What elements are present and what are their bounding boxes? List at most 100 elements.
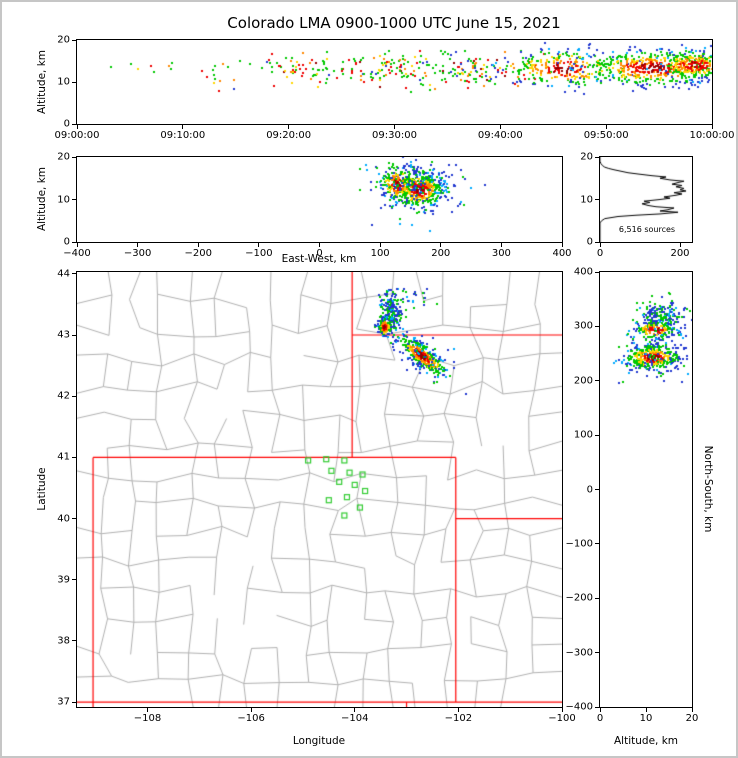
time_height-ytick-label: 0 — [63, 118, 70, 130]
plan_view-ytick-label: 42 — [57, 390, 70, 402]
ns_height-ytick-mark — [595, 380, 599, 382]
time_height-xtick-mark — [711, 125, 713, 129]
ew_height-ytick-mark — [72, 156, 76, 158]
plan_view-xtick-mark — [457, 708, 459, 712]
ew_height-xtick-label: 200 — [431, 248, 451, 259]
plan_view-ytick-mark — [72, 334, 76, 336]
ew_height-xtick-label: −100 — [245, 248, 273, 259]
sources-count-label: 6,516 sources — [618, 225, 676, 234]
ew_height-xtick-mark — [440, 243, 442, 247]
ns_height-ytick-label: −300 — [565, 647, 593, 659]
time_height-xtick-label: 09:20:00 — [266, 130, 312, 141]
alt_histogram-xtick-label: 0 — [596, 248, 604, 259]
time_height-xtick-label: 09:00:00 — [54, 130, 100, 141]
plan_view-xtick-label: −106 — [237, 713, 265, 724]
ns_height-ytick-label: −400 — [565, 701, 593, 713]
plan_view-xtick-label: −108 — [133, 713, 162, 724]
plan_view-xtick-label: −100 — [548, 713, 576, 724]
ew_height-ytick-mark — [72, 199, 76, 200]
time-height-panel — [76, 39, 713, 125]
time_height-xtick-label: 10:00:00 — [689, 130, 735, 141]
plan-view-map-panel — [76, 271, 563, 708]
ns-height-xlabel: Altitude, km — [613, 735, 679, 747]
plan_view-ytick-mark — [72, 518, 76, 520]
plan_view-xtick-label: −102 — [444, 713, 473, 724]
alt_histogram-ytick-mark — [595, 199, 599, 200]
alt_histogram-xtick-mark — [599, 243, 601, 247]
ns-height-ylabel: North-South, km — [702, 445, 714, 533]
plan-view-xlabel: Longitude — [292, 735, 346, 747]
plan_view-ytick-mark — [72, 273, 76, 275]
ns_height-xtick-label: 20 — [685, 713, 699, 724]
ew_height-xtick-mark — [379, 243, 381, 247]
ew_height-xtick-mark — [76, 243, 78, 247]
time_height-xtick-mark — [182, 125, 184, 129]
ns_height-xtick-label: 0 — [596, 713, 604, 724]
ew_height-ytick-mark — [72, 241, 76, 243]
ew_height-xtick-mark — [500, 243, 502, 247]
time_height-xtick-mark — [499, 125, 501, 129]
alt_histogram-ytick-label: 20 — [580, 151, 593, 163]
alt_histogram-ytick-mark — [595, 156, 599, 158]
ns_height-ytick-label: −100 — [565, 538, 593, 550]
ew_height-ytick-label: 0 — [63, 236, 70, 248]
plan_view-ytick-mark — [72, 395, 76, 397]
ns_height-ytick-label: 100 — [573, 429, 593, 441]
time_height-xtick-label: 09:40:00 — [477, 130, 523, 141]
ew_height-xtick-label: −200 — [184, 248, 212, 259]
east-west-height-panel — [76, 156, 563, 243]
plan-view-map-canvas — [77, 272, 562, 707]
ew_height-xtick-label: 400 — [552, 248, 572, 259]
ew_height-xtick-mark — [319, 243, 320, 247]
ns_height-ytick-mark — [595, 325, 599, 327]
altitude-histogram-canvas — [600, 157, 692, 242]
ns_height-ytick-mark — [595, 271, 599, 273]
ns_height-ytick-label: −200 — [565, 592, 593, 604]
ns_height-xtick-mark — [599, 708, 601, 712]
plan_view-ytick-mark — [72, 579, 76, 581]
alt_histogram-xtick-mark — [679, 243, 681, 247]
ew-height-xlabel: East-West, km — [281, 253, 357, 265]
time_height-xtick-mark — [605, 125, 607, 129]
ew_height-xtick-mark — [137, 243, 139, 247]
figure-title: Colorado LMA 0900-1000 UTC June 15, 2021 — [227, 14, 561, 32]
time_height-ytick-mark — [72, 123, 76, 125]
time_height-xtick-mark — [288, 125, 290, 129]
plan_view-ytick-label: 37 — [57, 696, 70, 708]
plan_view-ytick-label: 39 — [57, 574, 70, 586]
plan_view-ytick-mark — [72, 701, 76, 703]
ew_height-ytick-label: 10 — [57, 194, 70, 205]
time_height-xtick-label: 09:30:00 — [372, 130, 417, 141]
ns_height-ytick-mark — [595, 434, 599, 436]
plan_view-xtick-mark — [561, 708, 563, 712]
ns_height-xtick-mark — [691, 708, 693, 712]
time_height-ytick-label: 10 — [57, 76, 70, 88]
ew_height-xtick-label: −300 — [123, 248, 152, 259]
plan_view-ytick-mark — [72, 456, 76, 458]
alt_histogram-xtick-label: 200 — [670, 248, 690, 259]
north-south-height-scatter-canvas — [600, 272, 692, 707]
time_height-xtick-mark — [394, 125, 395, 129]
time-height-ylabel: Altitude, km — [36, 49, 48, 115]
time_height-ytick-mark — [72, 81, 76, 83]
ns_height-ytick-mark — [595, 706, 599, 708]
ew_height-xtick-mark — [561, 243, 563, 247]
plan_view-ytick-label: 38 — [57, 635, 70, 647]
ns_height-ytick-mark — [595, 597, 599, 599]
plan_view-xtick-label: −104 — [341, 713, 369, 724]
time_height-ytick-label: 20 — [57, 34, 70, 46]
ns_height-ytick-mark — [595, 543, 599, 545]
ew_height-xtick-label: 300 — [491, 248, 511, 259]
ew_height-ytick-label: 20 — [57, 151, 70, 163]
time_height-xtick-mark — [76, 125, 78, 129]
ew_height-xtick-mark — [197, 243, 199, 247]
ns_height-ytick-mark — [595, 489, 599, 490]
altitude-histogram-panel — [599, 156, 693, 243]
ns_height-xtick-label: 10 — [639, 713, 653, 724]
plan_view-xtick-mark — [250, 708, 252, 712]
plan_view-ytick-label: 40 — [57, 513, 70, 525]
ns_height-ytick-label: 0 — [586, 484, 593, 495]
ns_height-ytick-label: 300 — [573, 320, 593, 332]
ew_height-xtick-label: 0 — [316, 248, 323, 259]
